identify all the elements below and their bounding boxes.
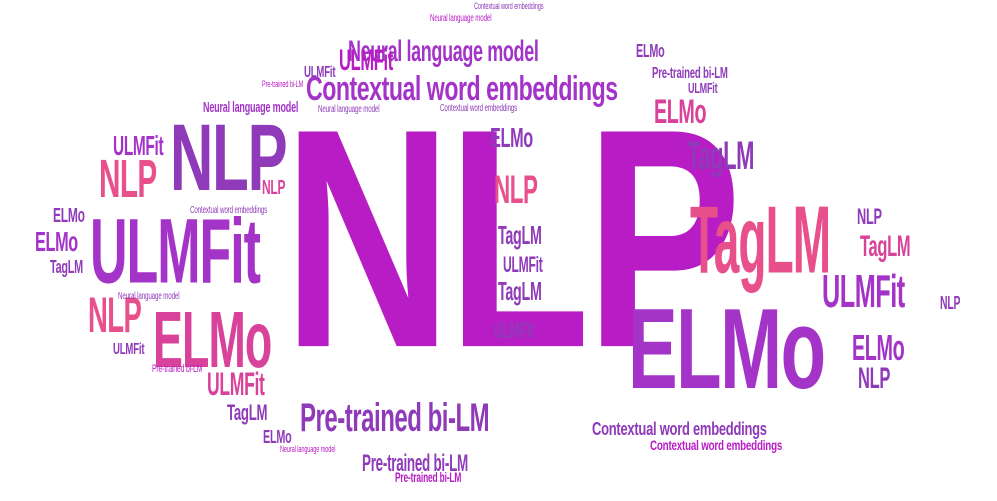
word-ulmfit-top: ULMFit: [339, 44, 393, 77]
word-nlp-r3: NLP: [940, 293, 961, 313]
word-nlp-r1: NLP: [858, 362, 891, 395]
word-nlm-s3: Neural language model: [318, 104, 380, 115]
word-ctx-s1: Contextual word embeddings: [474, 1, 544, 11]
word-ptbl-top: Pre-trained bi-LM: [652, 65, 728, 82]
word-ptbl-left: Pre-trained bi-LM: [152, 363, 203, 375]
word-ctx-bottom: Contextual word embeddings: [592, 419, 767, 439]
word-ctx-bottom2: Contextual word embeddings: [650, 437, 783, 453]
word-ulmfit-left: ULMFit: [113, 130, 164, 161]
word-nlm-s4: Neural language model: [118, 291, 180, 302]
word-nlp-left: NLP: [99, 149, 157, 209]
word-elmo-left: ELMo: [153, 295, 272, 384]
word-ulmfit-mid3: ULMFit: [494, 318, 534, 343]
word-taglm-left2: TagLM: [227, 400, 268, 425]
word-ptbl-bottom: Pre-trained bi-LM: [300, 396, 490, 440]
word-ctx-s2: Contextual word embeddings: [440, 103, 518, 114]
word-ulmfit-left3: ULMFit: [207, 366, 265, 402]
word-ulmfit-top2: ULMFit: [304, 64, 336, 81]
word-elmo-left2: ELMo: [53, 205, 85, 227]
word-ulmfit-main: ULMFit: [90, 199, 261, 303]
word-context-top: Contextual word embeddings: [306, 70, 618, 108]
word-nlp-big: NLP: [170, 104, 288, 211]
word-taglm-r3: TagLM: [860, 230, 911, 263]
word-nlp-r2: NLP: [857, 204, 882, 229]
word-nlp-left3: NLP: [262, 177, 286, 199]
word-taglm-mid: TagLM: [498, 220, 542, 250]
word-elmo-left4: ELMo: [263, 427, 292, 447]
word-nlp-mid: NLP: [494, 168, 538, 212]
word-nlm-s2: Neural language model: [430, 13, 492, 24]
word-elmo-r1: ELMo: [654, 93, 707, 131]
word-ulmfit-mid: ULMFit: [503, 252, 543, 277]
word-ptbl-bottom3: Pre-trained bi-LM: [395, 469, 462, 485]
word-ptbl-s1: Pre-trained bi-LM: [262, 79, 304, 89]
word-taglm-big: TagLM: [690, 186, 831, 294]
word-nlp-left2: NLP: [88, 287, 142, 343]
word-nlm-s5: Neural language model: [280, 444, 336, 454]
word-taglm-mid2: TagLM: [498, 276, 542, 306]
word-ulmfit-r2: ULMFit: [822, 265, 905, 317]
word-neural-top: Neural language model: [348, 35, 539, 68]
word-nlm-s1: Neural language model: [203, 99, 299, 116]
word-ulmfit-left4: ULMFit: [113, 341, 145, 358]
word-ulmfit-r1: ULMFit: [688, 80, 718, 97]
word-ptbl-bottom2: Pre-trained bi-LM: [362, 450, 468, 477]
word-taglm-r1: TagLM: [687, 134, 755, 178]
word-elmo-left3: ELMo: [35, 226, 78, 257]
word-elmo-top: ELMo: [636, 41, 665, 61]
word-elmo-r2: ELMo: [852, 327, 905, 368]
word-nlp-main: NLP: [283, 63, 742, 413]
word-elmo-main: ELMo: [628, 285, 826, 413]
word-elmo-mid: ELMo: [490, 122, 533, 153]
word-ctx-s3: Contextual word embeddings: [190, 205, 268, 216]
word-taglm-left: TagLM: [50, 257, 83, 277]
